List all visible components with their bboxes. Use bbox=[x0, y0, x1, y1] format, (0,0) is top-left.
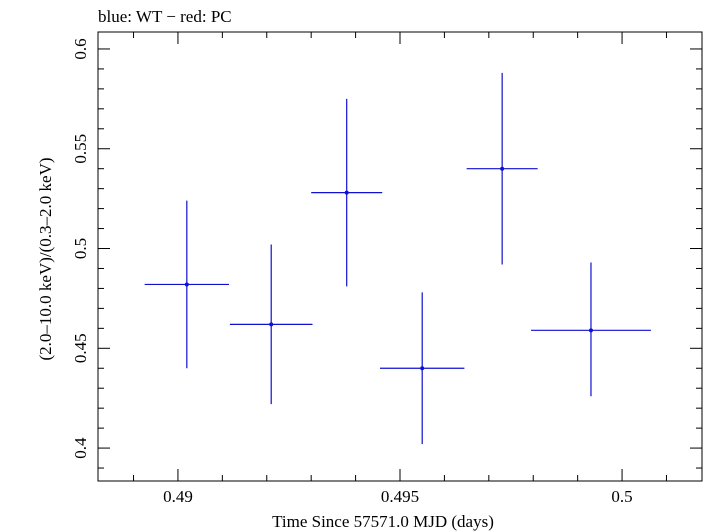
data-point bbox=[311, 98, 383, 287]
y-tick-label: 0.4 bbox=[71, 437, 90, 459]
y-tick-label: 0.55 bbox=[71, 134, 90, 164]
chart-title: blue: WT − red: PC bbox=[98, 7, 232, 26]
data-point bbox=[466, 72, 538, 265]
y-tick-labels: 0.4 0.45 0.5 0.55 0.6 bbox=[71, 38, 90, 458]
data-marker bbox=[184, 282, 189, 287]
axis-ticks bbox=[98, 32, 702, 481]
y-axis-label: (2.0–10.0 keV)/(0.3–2.0 keV) bbox=[36, 157, 55, 360]
x-tick-label: 0.5 bbox=[611, 487, 632, 506]
x-tick-label: 0.49 bbox=[163, 487, 193, 506]
y-tick-label: 0.45 bbox=[71, 333, 90, 363]
y-tick-label: 0.5 bbox=[71, 238, 90, 259]
data-point bbox=[531, 262, 651, 397]
data-point bbox=[380, 292, 465, 445]
plot-frame bbox=[97, 31, 703, 482]
data-points bbox=[144, 72, 651, 445]
data-marker bbox=[344, 190, 349, 195]
x-tick-label: 0.495 bbox=[381, 487, 419, 506]
data-marker bbox=[420, 366, 425, 371]
data-point bbox=[229, 244, 313, 405]
x-axis-label: Time Since 57571.0 MJD (days) bbox=[272, 512, 494, 531]
x-tick-labels: 0.49 0.495 0.5 bbox=[163, 487, 633, 506]
data-marker bbox=[500, 166, 505, 171]
data-marker bbox=[269, 322, 274, 327]
data-point bbox=[144, 200, 230, 369]
data-marker bbox=[588, 328, 593, 333]
y-tick-label: 0.6 bbox=[71, 38, 90, 59]
